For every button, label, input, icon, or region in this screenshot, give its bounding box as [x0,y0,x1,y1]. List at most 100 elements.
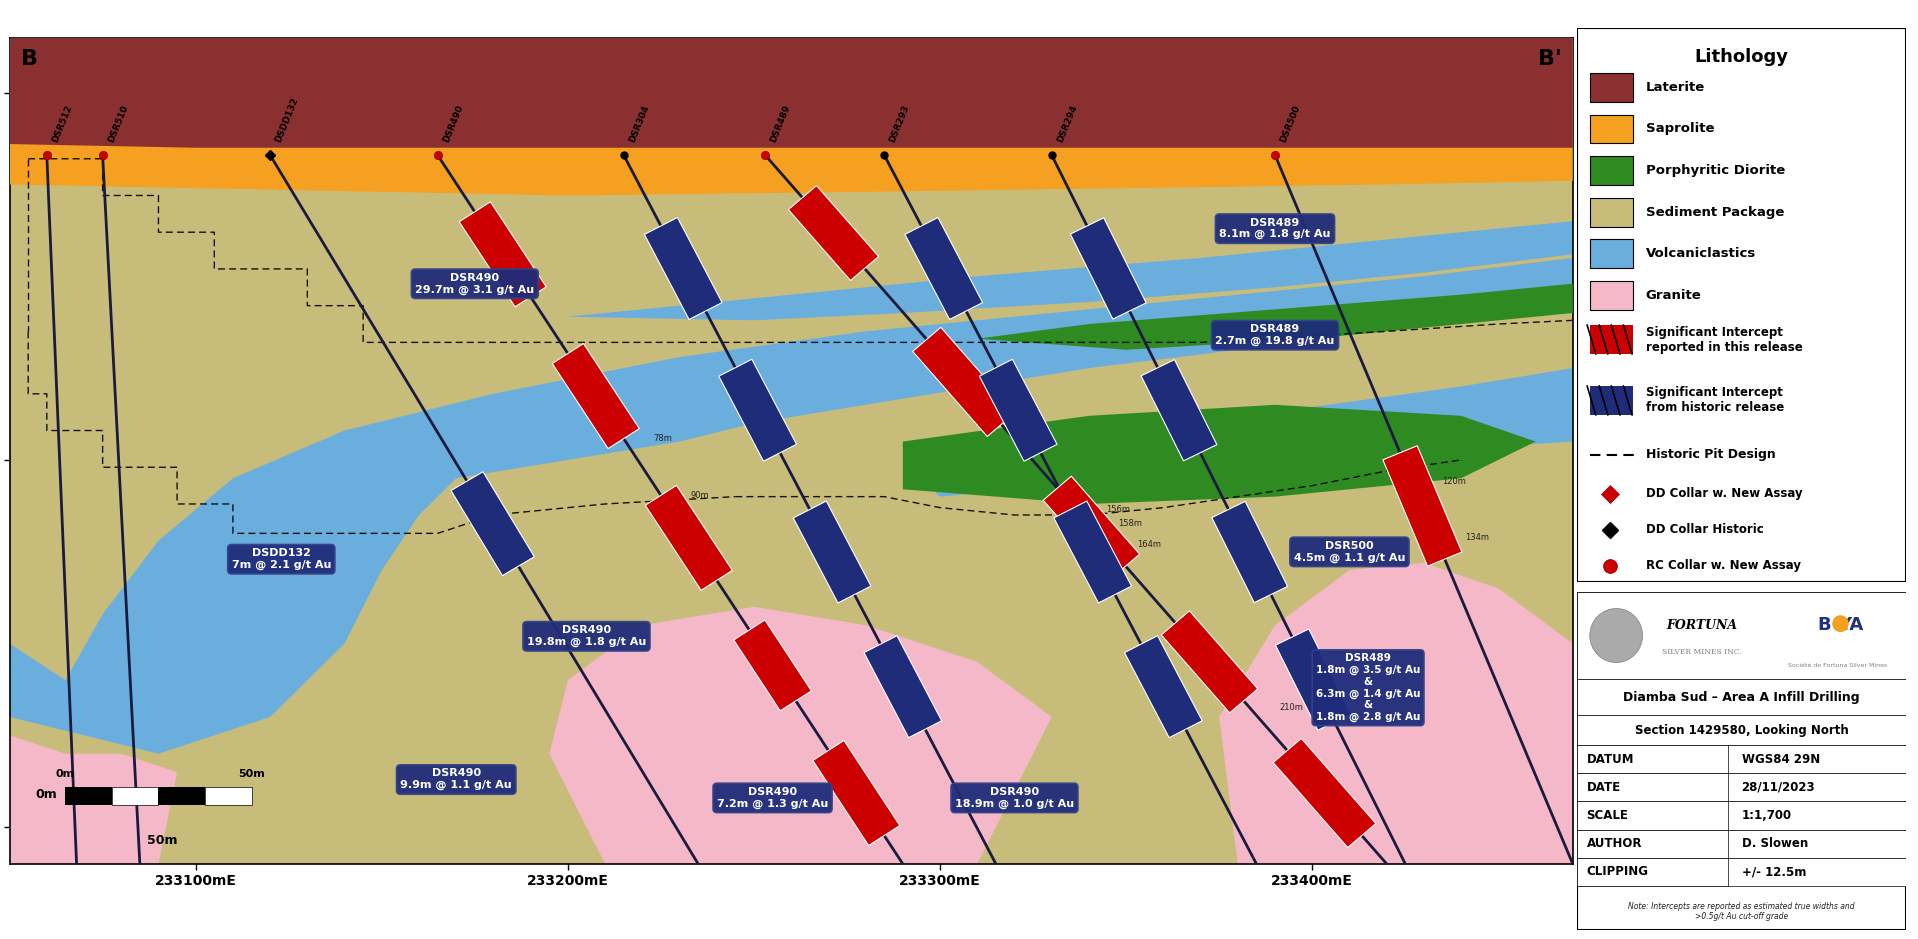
Text: DSR500: DSR500 [1279,104,1302,144]
Polygon shape [1141,360,1216,461]
Text: Significant Intercept
reported in this release: Significant Intercept reported in this r… [1646,326,1803,353]
Text: 78m: 78m [654,434,673,443]
Bar [205,787,251,805]
Polygon shape [913,328,1015,437]
Text: B': B' [1538,49,1561,69]
Polygon shape [813,741,900,845]
Text: Société de Fortuna Silver Mines: Société de Fortuna Silver Mines [1788,664,1887,669]
Text: DSR489
8.1m @ 1.8 g/t Au: DSR489 8.1m @ 1.8 g/t Au [1220,218,1331,239]
Text: RC Collar w. New Assay: RC Collar w. New Assay [1646,559,1801,572]
Polygon shape [1053,501,1132,603]
Bar [65,787,111,805]
Polygon shape [980,360,1057,461]
Polygon shape [1212,501,1287,603]
Text: DSR512: DSR512 [50,104,73,144]
Text: FORTUNA: FORTUNA [1667,619,1738,632]
Text: DSR490
19.8m @ 1.8 g/t Au: DSR490 19.8m @ 1.8 g/t Au [527,625,646,647]
Text: 120m: 120m [1442,477,1465,485]
Bar [1577,774,1906,802]
Polygon shape [568,222,1573,320]
Text: 164m: 164m [1137,541,1160,549]
Bar [1577,746,1906,774]
Text: DSR490
7.2m @ 1.3 g/t Au: DSR490 7.2m @ 1.3 g/t Au [717,787,829,808]
Bar [1590,73,1632,101]
Text: Historic Pit Design: Historic Pit Design [1646,448,1776,461]
Bar [1577,746,1728,774]
Text: DSR490
29.7m @ 3.1 g/t Au: DSR490 29.7m @ 3.1 g/t Au [416,272,535,295]
Text: Laterite: Laterite [1646,81,1705,94]
Text: DSR490: DSR490 [441,104,464,144]
Text: 0m: 0m [56,769,75,779]
Text: 90m: 90m [690,491,710,500]
Bar [1590,198,1632,226]
Polygon shape [1124,636,1203,738]
Text: AUTHOR: AUTHOR [1586,837,1642,850]
Polygon shape [1043,476,1139,578]
Text: WGS84 29N: WGS84 29N [1742,753,1820,766]
Bar [1590,239,1632,268]
Text: 156m: 156m [1105,505,1130,514]
Text: Volcaniclastics: Volcaniclastics [1646,247,1757,260]
Text: DSR293: DSR293 [888,104,911,144]
Text: DSR489
1.8m @ 3.5 g/t Au
&
6.3m @ 1.4 g/t Au
&
1.8m @ 2.8 g/t Au: DSR489 1.8m @ 3.5 g/t Au & 6.3m @ 1.4 g/… [1316,654,1421,722]
Polygon shape [451,471,535,576]
Text: 134m: 134m [1465,533,1490,543]
Text: Sediment Package: Sediment Package [1646,206,1784,219]
Circle shape [1832,615,1849,632]
Text: DSR489
2.7m @ 19.8 g/t Au: DSR489 2.7m @ 19.8 g/t Au [1216,324,1335,346]
Polygon shape [10,38,1573,195]
Bar [1590,115,1632,144]
Text: DATUM: DATUM [1586,753,1634,766]
Text: 210m: 210m [1279,703,1304,713]
Polygon shape [794,501,871,603]
Bar [1577,680,1906,715]
Bar [1577,592,1906,680]
Text: RC Collar Historic: RC Collar Historic [1646,595,1763,608]
Bar [1577,802,1728,829]
Text: SCALE: SCALE [1586,809,1628,822]
Polygon shape [719,360,796,461]
Text: DSR490
9.9m @ 1.1 g/t Au: DSR490 9.9m @ 1.1 g/t Au [401,768,512,791]
Text: DSR304: DSR304 [627,104,650,144]
Text: DD Collar w. New Assay: DD Collar w. New Assay [1646,487,1803,500]
Polygon shape [458,202,547,307]
Polygon shape [10,38,1573,147]
Text: 1:1,700: 1:1,700 [1742,809,1791,822]
Text: 28/11/2023: 28/11/2023 [1742,781,1814,794]
Text: Diamba Sud – Area A Infill Drilling: Diamba Sud – Area A Infill Drilling [1623,690,1860,703]
Bar [1590,156,1632,185]
Text: +/- 12.5m: +/- 12.5m [1742,865,1807,878]
Bar [1590,325,1632,354]
Bar [1577,857,1906,885]
Circle shape [1590,608,1642,663]
Text: SILVER MINES INC.: SILVER MINES INC. [1663,649,1742,656]
Polygon shape [644,218,721,319]
Bar [1577,857,1728,885]
Bar [1577,829,1906,857]
Text: Note: Intercepts are reported as estimated true widths and
>0.5g/t Au cut-off gr: Note: Intercepts are reported as estimat… [1628,901,1855,921]
Text: 50m: 50m [238,769,265,779]
Polygon shape [905,218,982,319]
Text: DSR510: DSR510 [105,104,130,144]
Text: DD Collar Historic: DD Collar Historic [1646,523,1765,536]
Text: B: B [21,49,38,69]
Polygon shape [10,258,1573,754]
Polygon shape [1220,562,1573,864]
Text: D. Slowen: D. Slowen [1742,837,1809,850]
Bar [1590,281,1632,310]
Polygon shape [1070,218,1147,319]
Text: Saprolite: Saprolite [1646,122,1715,135]
Polygon shape [549,607,1051,864]
Polygon shape [863,636,942,738]
Polygon shape [10,38,1573,864]
Polygon shape [903,405,1536,504]
Text: DSR500
4.5m @ 1.1 g/t Au: DSR500 4.5m @ 1.1 g/t Au [1295,541,1406,562]
Bar [1577,774,1728,802]
Polygon shape [1275,629,1352,731]
Bar [1577,829,1728,857]
Polygon shape [644,485,733,591]
Polygon shape [10,735,176,864]
Text: B: B [1816,616,1832,635]
Text: DSR489: DSR489 [769,103,792,144]
Polygon shape [552,344,639,449]
